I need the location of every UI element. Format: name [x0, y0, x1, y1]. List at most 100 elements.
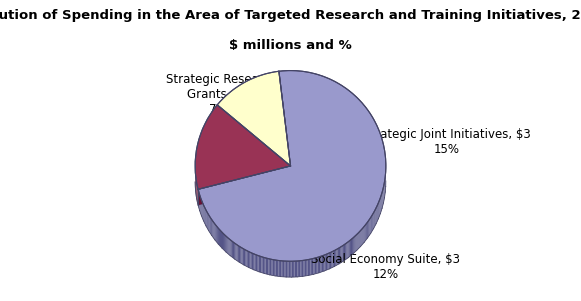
Polygon shape — [263, 257, 264, 273]
Polygon shape — [227, 237, 228, 254]
Polygon shape — [284, 261, 286, 277]
Polygon shape — [253, 254, 254, 270]
Polygon shape — [205, 209, 206, 226]
Polygon shape — [297, 261, 299, 277]
Polygon shape — [370, 218, 371, 235]
Polygon shape — [338, 248, 339, 265]
Polygon shape — [353, 237, 354, 254]
Polygon shape — [244, 249, 245, 266]
Polygon shape — [235, 244, 236, 260]
Polygon shape — [209, 216, 210, 233]
Polygon shape — [222, 232, 223, 249]
Polygon shape — [280, 261, 281, 277]
Polygon shape — [335, 250, 336, 266]
Polygon shape — [371, 216, 372, 233]
Polygon shape — [312, 259, 313, 275]
Polygon shape — [232, 241, 233, 258]
Polygon shape — [313, 258, 315, 275]
Polygon shape — [377, 205, 378, 222]
Polygon shape — [231, 240, 232, 257]
Polygon shape — [242, 248, 243, 264]
Polygon shape — [248, 251, 249, 268]
Polygon shape — [213, 221, 214, 238]
Polygon shape — [234, 243, 235, 259]
Polygon shape — [252, 253, 253, 269]
Polygon shape — [264, 258, 266, 274]
Polygon shape — [327, 253, 328, 270]
Polygon shape — [293, 261, 295, 277]
Polygon shape — [216, 226, 217, 243]
Polygon shape — [366, 223, 367, 240]
Polygon shape — [360, 231, 361, 248]
Polygon shape — [367, 222, 368, 239]
Polygon shape — [304, 260, 306, 276]
Polygon shape — [299, 261, 300, 277]
Wedge shape — [217, 71, 290, 166]
Polygon shape — [330, 252, 331, 269]
Polygon shape — [256, 255, 257, 271]
Polygon shape — [375, 208, 376, 225]
Polygon shape — [350, 240, 351, 256]
Polygon shape — [323, 255, 325, 272]
Polygon shape — [208, 214, 209, 231]
Text: $ millions and %: $ millions and % — [229, 39, 352, 52]
Polygon shape — [198, 166, 290, 205]
Polygon shape — [303, 260, 304, 276]
Polygon shape — [342, 246, 343, 262]
Polygon shape — [220, 230, 221, 247]
Polygon shape — [268, 259, 270, 275]
Text: Distribution of Spending in the Area of Targeted Research and Training Initiativ: Distribution of Spending in the Area of … — [0, 9, 581, 22]
Polygon shape — [322, 256, 323, 272]
Polygon shape — [277, 260, 278, 276]
Text: Strategic Research
Grants, $16
73%: Strategic Research Grants, $16 73% — [166, 73, 277, 116]
Polygon shape — [339, 247, 340, 264]
Polygon shape — [316, 257, 318, 274]
Polygon shape — [211, 219, 212, 236]
Polygon shape — [307, 259, 309, 276]
Polygon shape — [274, 260, 275, 276]
Polygon shape — [198, 166, 290, 205]
Polygon shape — [328, 253, 330, 269]
Polygon shape — [354, 236, 356, 253]
Polygon shape — [340, 247, 342, 263]
Polygon shape — [344, 244, 345, 261]
Polygon shape — [287, 261, 289, 277]
Polygon shape — [368, 220, 369, 237]
Wedge shape — [198, 70, 386, 261]
Polygon shape — [207, 212, 208, 229]
Polygon shape — [236, 244, 238, 261]
Polygon shape — [266, 258, 267, 274]
Polygon shape — [272, 259, 274, 276]
Polygon shape — [238, 245, 239, 262]
Polygon shape — [358, 232, 360, 249]
Polygon shape — [315, 258, 316, 274]
Polygon shape — [219, 229, 220, 246]
Polygon shape — [351, 239, 352, 256]
Polygon shape — [363, 227, 364, 244]
Polygon shape — [345, 243, 346, 260]
Polygon shape — [325, 254, 326, 271]
Polygon shape — [259, 256, 260, 272]
Polygon shape — [240, 247, 242, 264]
Polygon shape — [302, 260, 303, 277]
Polygon shape — [300, 261, 302, 277]
Polygon shape — [319, 256, 320, 273]
Polygon shape — [290, 261, 292, 277]
Polygon shape — [326, 254, 327, 270]
Polygon shape — [217, 227, 218, 244]
Polygon shape — [267, 258, 268, 275]
Polygon shape — [364, 225, 365, 242]
Polygon shape — [346, 242, 347, 259]
Polygon shape — [372, 213, 374, 230]
Polygon shape — [224, 234, 225, 251]
Polygon shape — [223, 233, 224, 250]
Polygon shape — [278, 260, 280, 277]
Polygon shape — [361, 228, 363, 245]
Polygon shape — [228, 238, 229, 255]
Polygon shape — [357, 233, 358, 250]
Polygon shape — [283, 261, 284, 277]
Polygon shape — [212, 220, 213, 237]
Polygon shape — [226, 236, 227, 253]
Polygon shape — [320, 256, 322, 272]
Polygon shape — [309, 259, 310, 275]
